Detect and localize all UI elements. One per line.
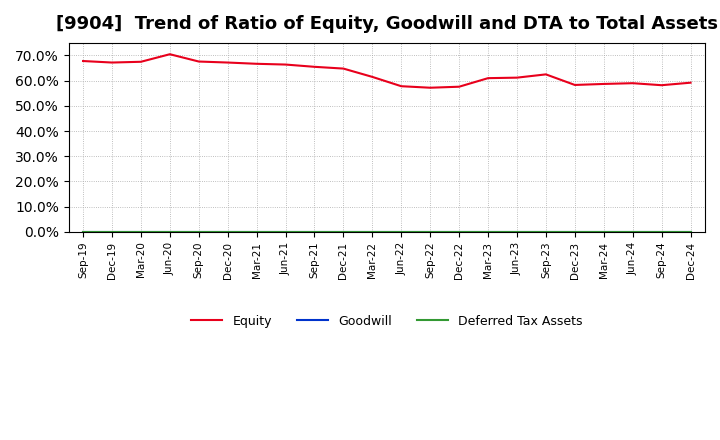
Deferred Tax Assets <box>137 229 145 235</box>
Deferred Tax Assets <box>252 229 261 235</box>
Goodwill <box>368 229 377 235</box>
Deferred Tax Assets <box>600 229 608 235</box>
Deferred Tax Assets <box>484 229 492 235</box>
Goodwill <box>455 229 464 235</box>
Goodwill <box>78 229 87 235</box>
Equity <box>194 59 203 64</box>
Goodwill <box>397 229 405 235</box>
Goodwill <box>282 229 290 235</box>
Equity <box>310 64 319 70</box>
Deferred Tax Assets <box>78 229 87 235</box>
Equity <box>137 59 145 64</box>
Equity <box>484 76 492 81</box>
Goodwill <box>513 229 521 235</box>
Deferred Tax Assets <box>455 229 464 235</box>
Deferred Tax Assets <box>570 229 579 235</box>
Equity <box>397 84 405 89</box>
Goodwill <box>310 229 319 235</box>
Deferred Tax Assets <box>541 229 550 235</box>
Equity <box>629 81 637 86</box>
Goodwill <box>166 229 174 235</box>
Goodwill <box>426 229 434 235</box>
Equity <box>252 61 261 66</box>
Goodwill <box>339 229 348 235</box>
Goodwill <box>541 229 550 235</box>
Goodwill <box>600 229 608 235</box>
Goodwill <box>137 229 145 235</box>
Goodwill <box>657 229 666 235</box>
Goodwill <box>686 229 695 235</box>
Title: [9904]  Trend of Ratio of Equity, Goodwill and DTA to Total Assets: [9904] Trend of Ratio of Equity, Goodwil… <box>55 15 718 33</box>
Equity <box>166 51 174 57</box>
Deferred Tax Assets <box>368 229 377 235</box>
Legend: Equity, Goodwill, Deferred Tax Assets: Equity, Goodwill, Deferred Tax Assets <box>186 310 588 333</box>
Deferred Tax Assets <box>194 229 203 235</box>
Equity <box>541 72 550 77</box>
Equity <box>657 83 666 88</box>
Equity <box>570 82 579 88</box>
Deferred Tax Assets <box>513 229 521 235</box>
Equity <box>600 81 608 87</box>
Line: Equity: Equity <box>83 54 690 88</box>
Equity <box>368 74 377 80</box>
Deferred Tax Assets <box>166 229 174 235</box>
Equity <box>426 85 434 90</box>
Goodwill <box>629 229 637 235</box>
Goodwill <box>108 229 117 235</box>
Deferred Tax Assets <box>310 229 319 235</box>
Equity <box>339 66 348 71</box>
Equity <box>108 60 117 65</box>
Deferred Tax Assets <box>686 229 695 235</box>
Deferred Tax Assets <box>223 229 232 235</box>
Deferred Tax Assets <box>108 229 117 235</box>
Deferred Tax Assets <box>339 229 348 235</box>
Equity <box>455 84 464 89</box>
Deferred Tax Assets <box>629 229 637 235</box>
Deferred Tax Assets <box>657 229 666 235</box>
Deferred Tax Assets <box>282 229 290 235</box>
Deferred Tax Assets <box>426 229 434 235</box>
Goodwill <box>194 229 203 235</box>
Goodwill <box>252 229 261 235</box>
Goodwill <box>223 229 232 235</box>
Equity <box>78 59 87 64</box>
Equity <box>513 75 521 80</box>
Goodwill <box>570 229 579 235</box>
Equity <box>686 80 695 85</box>
Equity <box>282 62 290 67</box>
Deferred Tax Assets <box>397 229 405 235</box>
Equity <box>223 60 232 65</box>
Goodwill <box>484 229 492 235</box>
